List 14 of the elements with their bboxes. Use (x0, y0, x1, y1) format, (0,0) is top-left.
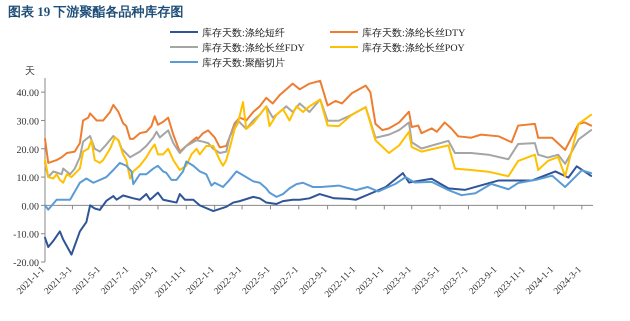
legend-label: 库存天数:涤纶短纤 (202, 27, 285, 39)
y-tick-label: 40.00 (16, 88, 39, 100)
y-tick-label: 10.00 (16, 173, 39, 184)
y-tick-label: -10.00 (13, 230, 39, 241)
y-axis-title: 天 (25, 66, 35, 77)
y-tick-label: 30.00 (16, 116, 39, 128)
legend-label: 库存天数:涤纶长丝POY (362, 42, 465, 54)
y-tick-label: -20.00 (13, 258, 39, 269)
chart-title: 图表 19 下游聚酯各品种库存图 (8, 4, 184, 19)
legend-label: 库存天数:涤纶长丝FDY (202, 42, 305, 54)
y-tick-label: 0.00 (22, 201, 39, 212)
y-tick-label: 20.00 (16, 144, 39, 156)
legend-label: 库存天数:聚酯切片 (202, 57, 285, 69)
legend-label: 库存天数:涤纶长丝DTY (362, 27, 466, 39)
